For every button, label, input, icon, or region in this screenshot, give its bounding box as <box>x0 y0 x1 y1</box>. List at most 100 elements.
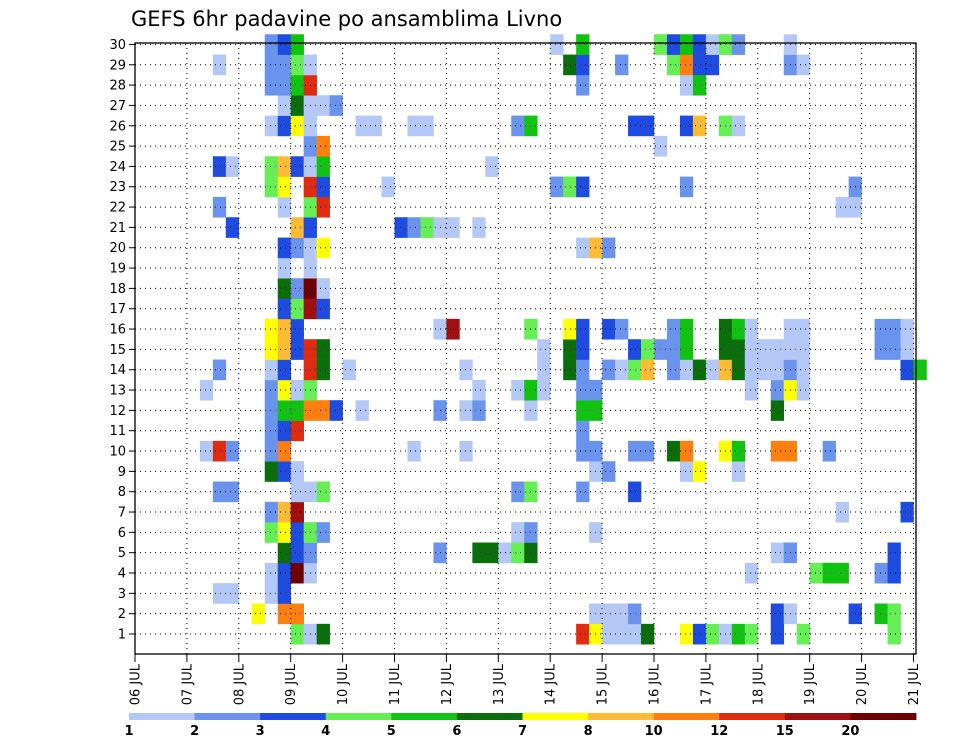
heatmap-cell <box>809 562 823 584</box>
heatmap-cell <box>679 440 694 462</box>
y-tick-label: 24 <box>109 160 126 175</box>
x-tick-label: 09 JUL <box>284 663 299 705</box>
colorbar-label: 3 <box>256 724 265 739</box>
heatmap-cell <box>199 379 214 401</box>
heatmap-cell <box>576 400 603 421</box>
heatmap-cell <box>264 501 279 523</box>
heatmap-cell <box>731 34 746 55</box>
y-tick-label: 18 <box>109 282 126 297</box>
heatmap-cell <box>628 603 642 625</box>
heatmap-cell <box>498 542 512 564</box>
heatmap-cell <box>225 217 240 238</box>
heatmap-cell <box>316 522 330 543</box>
heatmap-cell <box>666 339 681 360</box>
heatmap-cell <box>212 359 227 381</box>
heatmap-cell <box>679 359 694 381</box>
heatmap-cell <box>589 603 629 625</box>
x-tick-label: 15 JUL <box>596 663 611 705</box>
heatmap-cell <box>264 339 279 360</box>
heatmap-cell <box>731 115 746 137</box>
heatmap-cell <box>472 379 486 401</box>
y-tick-label: 9 <box>118 465 126 480</box>
colorbar-swatch <box>391 713 458 720</box>
x-tick-label: 21 JUL <box>907 663 922 705</box>
heatmap-cell <box>290 339 304 360</box>
x-tick-label: 18 JUL <box>751 663 766 705</box>
heatmap-cell <box>290 522 304 543</box>
heatmap-cell <box>225 156 240 177</box>
heatmap-cell <box>744 339 759 360</box>
heatmap-cell <box>277 176 292 198</box>
colorbar-swatch <box>719 713 786 720</box>
y-tick-label: 16 <box>109 323 126 338</box>
heatmap-cell <box>550 34 564 55</box>
heatmap-cell <box>316 196 330 218</box>
heatmap-cell <box>316 623 330 645</box>
heatmap-cell <box>264 176 279 198</box>
y-tick-label: 13 <box>109 384 126 399</box>
heatmap-cell <box>602 461 616 482</box>
y-tick-label: 11 <box>109 424 126 439</box>
heatmap-cell <box>628 339 642 360</box>
colorbar-swatch <box>588 713 655 720</box>
heatmap-cell <box>705 623 720 645</box>
heatmap-cell <box>290 400 304 421</box>
heatmap-cell <box>277 237 292 259</box>
heatmap-cell <box>563 176 577 198</box>
heatmap-cell <box>731 440 746 462</box>
heatmap-cell <box>770 359 785 381</box>
heatmap-cell <box>381 176 395 198</box>
heatmap-cell <box>277 461 292 482</box>
heatmap-cell <box>641 339 655 360</box>
heatmap-cell <box>407 217 421 238</box>
x-tick-label: 13 JUL <box>492 663 507 705</box>
heatmap-cell <box>796 54 811 76</box>
heatmap-cell <box>264 562 279 584</box>
heatmap-cell <box>264 420 279 442</box>
heatmap-cell <box>692 623 707 645</box>
heatmap-cell <box>290 95 304 116</box>
heatmap-cell <box>459 359 473 381</box>
heatmap-cell <box>796 339 811 360</box>
heatmap-cell <box>290 298 304 320</box>
heatmap-cell <box>835 501 849 523</box>
heatmap-cell <box>316 278 330 299</box>
heatmap-cell <box>316 359 330 381</box>
heatmap-cell <box>264 115 279 137</box>
heatmap-cell <box>316 339 330 360</box>
colorbar-label: 4 <box>321 724 330 739</box>
x-tick-label: 10 JUL <box>336 663 351 705</box>
colorbar-swatch <box>260 713 327 720</box>
colorbar-legend: 1 2 3 4 5 6 7 8 10 12 15 20 <box>124 713 917 739</box>
heatmap-cell <box>264 583 279 604</box>
heatmap-cell <box>277 318 292 340</box>
colorbar-label: 15 <box>776 724 794 739</box>
heatmap-cell <box>277 95 292 116</box>
x-tick-label: 17 JUL <box>699 663 714 705</box>
heatmap-cell <box>485 156 499 177</box>
heatmap-cell <box>290 623 304 645</box>
heatmap-cell <box>277 359 292 381</box>
heatmap-cell <box>666 440 681 462</box>
heatmap-cell <box>264 156 279 177</box>
y-tick-label: 22 <box>109 201 126 216</box>
heatmap-cell <box>615 318 629 340</box>
heatmap-cell <box>576 379 603 401</box>
y-tick-label: 30 <box>109 38 126 53</box>
heatmap-cell <box>666 318 681 340</box>
heatmap-cell <box>874 603 888 625</box>
heatmap-cell <box>264 54 291 76</box>
heatmap-cell <box>277 339 292 360</box>
x-tick-label: 11 JUL <box>388 663 403 705</box>
heatmap-cell <box>199 440 214 462</box>
heatmap-cell <box>679 176 694 198</box>
heatmap-cell <box>744 562 759 584</box>
heatmap-cell <box>770 542 785 564</box>
heatmap-cell <box>679 461 694 482</box>
colorbar-label: 6 <box>452 724 461 739</box>
heatmap-cell <box>692 461 707 482</box>
y-tick-label: 7 <box>118 506 126 521</box>
y-tick-label: 23 <box>109 180 126 195</box>
heatmap-cell <box>757 339 772 360</box>
heatmap-cell <box>277 34 292 55</box>
